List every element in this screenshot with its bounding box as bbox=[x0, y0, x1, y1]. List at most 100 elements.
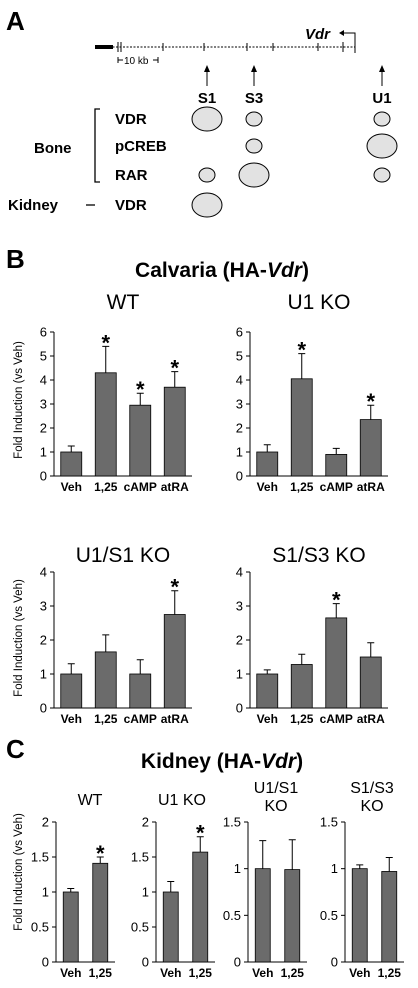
y-tick-label: 2 bbox=[40, 421, 47, 436]
y-tick-label: 1 bbox=[142, 885, 149, 900]
y-tick-label: 1 bbox=[42, 885, 49, 900]
site-label-u1: U1 bbox=[372, 90, 391, 107]
gene-track bbox=[95, 30, 356, 53]
bar-veh bbox=[162, 891, 179, 963]
x-category-label: 1,25 bbox=[281, 966, 305, 980]
chart-title: U1/S1 bbox=[254, 780, 299, 797]
significance-star: * bbox=[170, 575, 179, 600]
bar-atra bbox=[163, 386, 186, 477]
x-category-label: 1,25 bbox=[290, 712, 314, 726]
bar-125 bbox=[290, 378, 313, 477]
bar-125 bbox=[94, 651, 117, 709]
x-category-label: Veh bbox=[61, 712, 82, 726]
panel-b-letter: B bbox=[6, 244, 25, 274]
chart-title: S1/S3 bbox=[350, 780, 394, 797]
y-axis-label-b-bottom: Fold Induction (vs Veh) bbox=[13, 579, 25, 697]
y-tick-label: 3 bbox=[40, 397, 47, 412]
binding-peak-vdr-u1 bbox=[373, 111, 391, 127]
binding-peak-vdr-s1 bbox=[191, 192, 223, 218]
bar-125 bbox=[94, 372, 117, 477]
x-category-label: Veh bbox=[160, 966, 181, 980]
bar-chart-1: WT 0 1 2 3 4 5 6 Veh * 1,25 * cAMP * atRA bbox=[40, 291, 192, 494]
error-bar bbox=[367, 642, 375, 657]
significance-star: * bbox=[136, 377, 145, 402]
binding-peak-rar-u1 bbox=[373, 167, 391, 183]
bar-chart-4: S1/S3 KO 0 1 2 3 4 Veh 1,25 * cAMP atRA bbox=[236, 544, 388, 726]
charts-layer: WT 0 1 2 3 4 5 6 Veh * 1,25 * cAMP * atRA U1 KO 0 1 2 3 4 5 6 V… bbox=[31, 291, 404, 980]
error-bar bbox=[67, 445, 75, 452]
y-tick-label: 1 bbox=[40, 445, 47, 460]
significance-star: * bbox=[332, 588, 341, 613]
x-category-label: Veh bbox=[60, 966, 81, 980]
y-tick-label: 0.5 bbox=[31, 920, 49, 935]
y-tick-label: 0 bbox=[40, 701, 47, 716]
group-label-kidney: Kidney bbox=[8, 197, 59, 214]
binding-peak-vdr-s1 bbox=[191, 106, 223, 132]
bar-chart-2: U1 KO 0 1 2 3 4 5 6 Veh * 1,25 cAMP * atRA bbox=[236, 291, 388, 494]
bar-chart-6: U1 KO 0 0.5 1 1.5 2 Veh * 1,25 bbox=[131, 792, 215, 980]
bar-125 bbox=[92, 862, 109, 963]
x-category-label: cAMP bbox=[124, 480, 157, 494]
error-bar bbox=[96, 856, 104, 864]
binding-peak-pcreb-u1 bbox=[366, 133, 398, 159]
error-bar bbox=[259, 840, 267, 869]
x-category-label: cAMP bbox=[320, 480, 353, 494]
x-category-label: atRA bbox=[161, 712, 189, 726]
significance-star: * bbox=[170, 356, 179, 381]
significance-star: * bbox=[101, 330, 110, 355]
chart-title: S1/S3 KO bbox=[272, 544, 365, 567]
y-tick-label: 1 bbox=[234, 861, 241, 876]
binding-peak-rar-s3 bbox=[238, 162, 270, 188]
y-tick-label: 0.5 bbox=[131, 920, 149, 935]
y-tick-label: 0 bbox=[236, 701, 243, 716]
x-category-label: Veh bbox=[349, 966, 370, 980]
scale-label: 10 kb bbox=[124, 56, 149, 67]
bar-veh bbox=[60, 451, 83, 477]
bar-camp bbox=[325, 453, 348, 477]
chart-title: U1 KO bbox=[158, 792, 206, 809]
significance-star: * bbox=[297, 338, 306, 363]
bar-chart-3: U1/S1 KO 0 1 2 3 4 Veh 1,25 cAMP * atRA bbox=[40, 544, 192, 726]
significance-star: * bbox=[196, 821, 205, 846]
y-tick-label: 1.5 bbox=[223, 815, 241, 830]
binding-peak-rar-s1 bbox=[198, 167, 216, 183]
y-tick-label: 4 bbox=[236, 373, 243, 388]
y-tick-label: 5 bbox=[236, 349, 243, 364]
error-bar bbox=[356, 864, 364, 869]
y-tick-label: 0.5 bbox=[223, 908, 241, 923]
y-tick-label: 4 bbox=[236, 565, 243, 580]
bar-chart-5: WT 0 0.5 1 1.5 2 Veh * 1,25 bbox=[31, 792, 115, 980]
error-bar bbox=[171, 590, 179, 615]
chart-title: U1 KO bbox=[287, 291, 350, 314]
x-category-label: 1,25 bbox=[89, 966, 113, 980]
y-tick-label: 2 bbox=[236, 421, 243, 436]
bar-camp bbox=[129, 404, 152, 477]
y-tick-label: 6 bbox=[236, 325, 243, 340]
bar-camp bbox=[129, 673, 152, 709]
x-category-label: 1,25 bbox=[189, 966, 213, 980]
row-label-vdr-kidney: VDR bbox=[115, 197, 147, 214]
error-bar bbox=[263, 444, 271, 452]
binding-peak-pcreb-s3 bbox=[245, 138, 263, 154]
x-category-label: atRA bbox=[357, 480, 385, 494]
row-label-vdr-bone: VDR bbox=[115, 111, 147, 128]
y-axis-label-c: Fold Induction (vs Veh) bbox=[13, 813, 25, 931]
significance-star: * bbox=[96, 841, 105, 866]
error-bar bbox=[332, 603, 340, 618]
bone-bracket bbox=[94, 108, 100, 183]
y-axis-label-b-top: Fold Induction (vs Veh) bbox=[13, 341, 25, 459]
y-tick-label: 2 bbox=[42, 815, 49, 830]
y-tick-label: 2 bbox=[40, 633, 47, 648]
x-category-label: Veh bbox=[257, 712, 278, 726]
bar-125 bbox=[192, 851, 209, 963]
x-category-label: 1,25 bbox=[94, 712, 118, 726]
y-tick-label: 5 bbox=[40, 349, 47, 364]
error-bar bbox=[102, 634, 110, 652]
x-category-label: Veh bbox=[252, 966, 273, 980]
bar-veh bbox=[254, 868, 271, 963]
site-arrows bbox=[204, 65, 385, 86]
panel-c-letter: C bbox=[6, 734, 25, 764]
